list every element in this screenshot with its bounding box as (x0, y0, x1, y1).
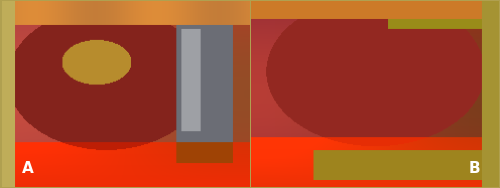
Text: B: B (468, 161, 480, 176)
Text: A: A (22, 161, 34, 176)
